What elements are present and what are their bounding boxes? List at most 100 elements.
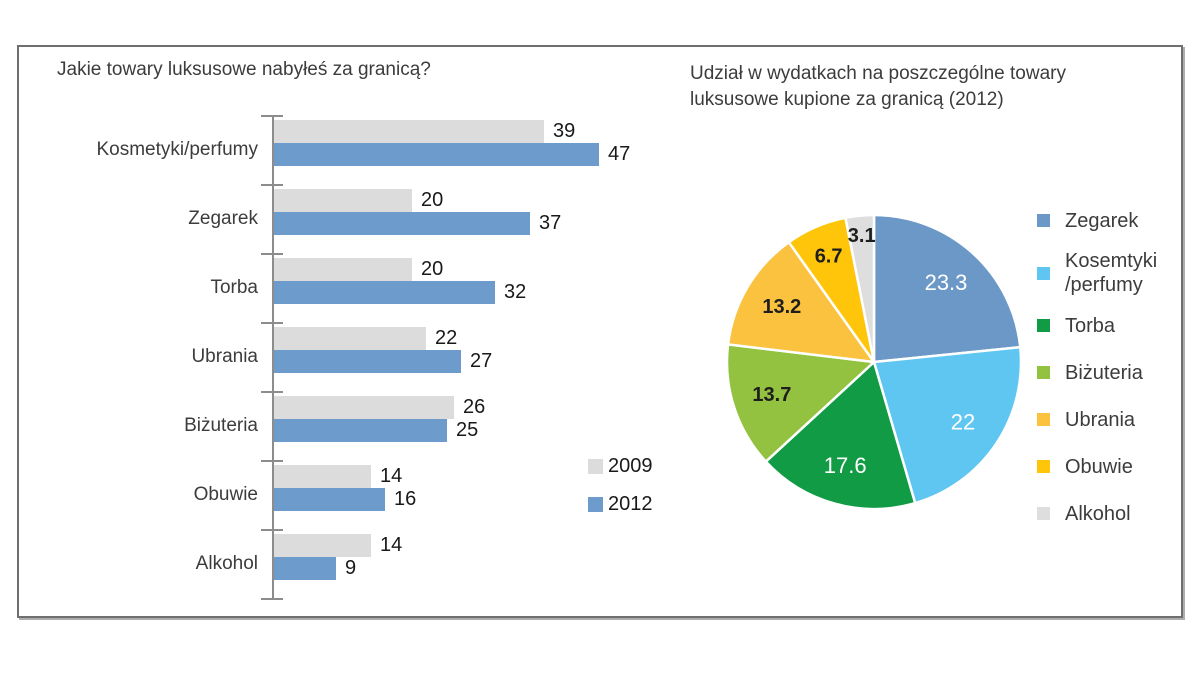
bar-value-label: 37 (539, 212, 562, 234)
bar-pair: 26 25 (274, 396, 485, 442)
bar-2009-ubrania (274, 327, 426, 350)
pie-slice-ubrania (726, 240, 876, 364)
axis-tick (261, 322, 283, 324)
bar-2009-zegarek (274, 189, 412, 212)
pie-chart-title-line1: Udział w wydatkach na poszczególne towar… (690, 63, 1066, 84)
bar-category-label: Ubrania (191, 345, 258, 367)
bar-category-row: Ubrania 22 27 (59, 322, 634, 391)
bar-value-label: 16 (394, 488, 417, 510)
pie-legend-label: Torba (1065, 314, 1116, 337)
bar-2009-torba (274, 258, 412, 281)
bar-2012-kosmetyki-perfumy (274, 143, 599, 166)
legend-swatch-alkohol (1037, 507, 1050, 520)
bar-value-label: 20 (421, 258, 444, 280)
bar-category-label: Alkohol (195, 552, 258, 574)
bar-value-label: 14 (380, 465, 403, 487)
bar-2009-alkohol (274, 534, 371, 557)
bar-line-2012: 32 (274, 281, 526, 304)
bar-value-label: 20 (421, 189, 444, 211)
bar-value-label: 14 (380, 534, 403, 556)
bar-legend-label: 2012 (608, 492, 653, 515)
bar-category-label: Obuwie (193, 483, 258, 505)
pie-chart: 23.3 22 17.6 13.7 13.2 6.73.1 (725, 213, 1023, 511)
legend-swatch-obuwie (1037, 460, 1050, 473)
pie-slice-torba (764, 360, 917, 511)
bar-2012-ubrania (274, 350, 461, 373)
legend-swatch-ubrania (1037, 413, 1050, 426)
bar-category-row: Obuwie 14 16 (59, 460, 634, 529)
pie-legend-label: Kosemtyki /perfumy (1065, 250, 1158, 296)
legend-swatch-kosemtyki-perfumy (1037, 266, 1050, 280)
bar-value-label: 26 (463, 396, 486, 418)
bar-2009-obuwie (274, 465, 371, 488)
pie-slice-value-torba: 17.6 (824, 453, 867, 478)
pie-legend-item-zegarek: Zegarek (1037, 197, 1199, 244)
bar-line-2012: 9 (274, 557, 402, 580)
pie-slice-zegarek (872, 213, 1022, 364)
bar-value-label: 47 (608, 143, 631, 165)
bar-line-2009: 14 (274, 465, 416, 488)
pie-legend-item-bi-uteria: Biżuteria (1037, 349, 1199, 396)
pie-legend-item-kosemtyki-perfumy: Kosemtyki /perfumy (1037, 244, 1199, 302)
pie-chart-title-line2: luksusowe kupione za granicą (2012) (690, 89, 1004, 110)
bar-chart-axis (272, 115, 274, 599)
bar-chart-plot: Kosmetyki/perfumy 39 47 Zegarek 20 37 Torba 20 3… (59, 115, 634, 600)
bar-value-label: 25 (456, 419, 479, 441)
pie-chart-title: Udział w wydatkach na poszczególne towar… (690, 61, 1066, 113)
pie-legend-item-ubrania: Ubrania (1037, 396, 1199, 443)
bar-line-2009: 39 (274, 120, 630, 143)
axis-tick (261, 253, 283, 255)
bar-line-2012: 16 (274, 488, 416, 511)
pie-slice-alkohol (844, 213, 876, 364)
bar-2012-bi-uteria (274, 419, 447, 442)
bar-line-2012: 37 (274, 212, 561, 235)
legend-swatch-zegarek (1037, 214, 1050, 227)
axis-tick (261, 184, 283, 186)
bar-pair: 39 47 (274, 120, 630, 166)
bar-line-2012: 47 (274, 143, 630, 166)
bar-pair: 22 27 (274, 327, 492, 373)
bar-pair: 20 32 (274, 258, 526, 304)
pie-legend-item-torba: Torba (1037, 302, 1199, 349)
bar-legend-label: 2009 (608, 454, 653, 477)
bar-pair: 20 37 (274, 189, 561, 235)
bar-value-label: 32 (504, 281, 527, 303)
bar-line-2009: 22 (274, 327, 492, 350)
pie-slice-value-alkohol: 3.1 (848, 225, 876, 247)
bar-category-row: Torba 20 32 (59, 253, 634, 322)
axis-tick (261, 460, 283, 462)
legend-swatch-2012 (588, 496, 603, 512)
pie-legend-label: Ubrania (1065, 408, 1136, 431)
bar-chart-legend: 2009 2012 (588, 451, 653, 527)
bar-line-2012: 25 (274, 419, 485, 442)
bar-category-row: Alkohol 14 9 (59, 529, 634, 598)
legend-swatch-torba (1037, 319, 1050, 332)
bar-line-2012: 27 (274, 350, 492, 373)
bar-category-row: Zegarek 20 37 (59, 184, 634, 253)
bar-value-label: 27 (470, 350, 493, 372)
bar-value-label: 22 (435, 327, 458, 349)
bar-2012-torba (274, 281, 495, 304)
legend-swatch-bi-uteria (1037, 366, 1050, 379)
pie-slice-value-ubrania: 13.2 (762, 296, 801, 318)
bar-line-2009: 14 (274, 534, 402, 557)
axis-tick (261, 598, 283, 600)
bar-line-2009: 20 (274, 258, 526, 281)
chart-frame: Jakie towary luksusowe nabyłeś za granic… (17, 45, 1183, 618)
pie-slice-bi-uteria (725, 343, 876, 463)
pie-chart-legend: Zegarek Kosemtyki /perfumy Torba Biżuteria U… (1037, 197, 1199, 537)
bar-value-label: 9 (345, 557, 357, 579)
axis-tick (261, 529, 283, 531)
bar-category-label: Zegarek (188, 207, 258, 229)
bar-line-2009: 26 (274, 396, 485, 419)
pie-legend-item-obuwie: Obuwie (1037, 443, 1199, 490)
bar-2009-kosmetyki-perfumy (274, 120, 544, 143)
bar-2012-zegarek (274, 212, 530, 235)
pie-legend-label: Obuwie (1065, 455, 1133, 478)
bar-category-row: Kosmetyki/perfumy 39 47 (59, 115, 634, 184)
pie-slice-value-obuwie: 6.7 (815, 246, 843, 268)
bar-pair: 14 16 (274, 465, 416, 511)
bar-category-label: Torba (210, 276, 258, 298)
axis-tick (261, 115, 283, 117)
